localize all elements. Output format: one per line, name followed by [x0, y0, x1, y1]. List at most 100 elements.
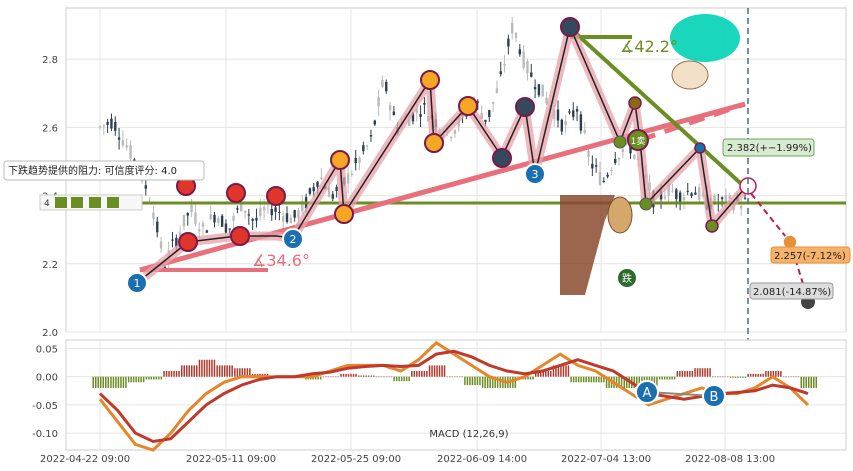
candle-body	[625, 138, 628, 141]
macd-hist-bar	[593, 376, 595, 383]
x-tick: 2022-07-04 13:00	[561, 454, 651, 465]
macd-hist-bar	[451, 376, 453, 378]
sell-1-label: 1卖	[631, 136, 646, 147]
candle-body	[541, 84, 544, 97]
macd-hist-bar	[803, 376, 805, 388]
macd-hist-bar	[137, 376, 140, 383]
marker-b-label: B	[710, 390, 719, 405]
macd-hist-bar	[368, 375, 370, 377]
candle-body	[572, 110, 575, 117]
macd-hist-bar	[808, 376, 810, 388]
candle-body	[377, 97, 380, 107]
macd-hist-bar	[132, 376, 135, 383]
candle-body	[694, 192, 697, 195]
macd-hist-bar	[580, 376, 582, 383]
x-tick: 2022-05-25 09:00	[311, 454, 401, 465]
candle-body	[220, 215, 224, 227]
macd-hist-bar	[385, 376, 388, 378]
macd-hist-bar	[618, 376, 620, 388]
macd-hist-bar	[732, 376, 734, 378]
macd-hist-bar	[512, 376, 514, 388]
macd-hist-bar	[759, 373, 762, 377]
macd-hist-bar	[785, 376, 787, 378]
macd-hist-bar	[163, 371, 165, 377]
macd-hist-bar	[562, 365, 565, 377]
macd-hist-bar	[689, 371, 691, 377]
macd-hist-bar	[145, 376, 148, 380]
macd-hist-bar	[203, 359, 206, 377]
macd-hist-bar	[218, 365, 221, 377]
macd-hist-bar	[102, 376, 104, 388]
candle-body	[606, 174, 609, 177]
candle-body	[110, 118, 113, 129]
macd-hist-bar	[342, 373, 345, 377]
candle-body	[213, 214, 216, 223]
candle-body	[407, 117, 411, 127]
shadow-block	[560, 195, 615, 295]
macd-hist-bar	[405, 376, 408, 382]
candle-body	[423, 102, 426, 105]
candle-body	[171, 239, 174, 241]
macd-hist-bar	[754, 373, 757, 377]
macd-hist-bar	[160, 376, 163, 380]
candle-body	[121, 140, 125, 146]
candle-body	[259, 207, 262, 217]
macd-series-1	[98, 349, 809, 444]
macd-hist-bar	[706, 368, 709, 377]
candle-body	[186, 213, 189, 216]
macd-hist-bar	[312, 376, 314, 380]
macd-hist-bar	[744, 376, 747, 378]
macd-hist-bar	[638, 376, 640, 388]
callout-3: 2.081(-14.87%)	[753, 287, 831, 298]
macd-hist-bar	[423, 371, 426, 377]
dog-icon	[671, 60, 709, 90]
macd-hist-bar	[317, 376, 319, 380]
candle-body	[392, 111, 396, 115]
macd-hist-bar	[249, 368, 251, 377]
score-icon-4	[107, 197, 119, 208]
callout-3-box	[749, 282, 834, 300]
macd-hist-bar	[363, 375, 365, 377]
candle-body	[449, 137, 453, 139]
macd-hist-bar	[780, 371, 782, 377]
macd-hist-bar	[350, 373, 352, 377]
macd-hist-bar	[314, 376, 317, 380]
candle-body	[671, 190, 674, 192]
candle-body	[388, 105, 392, 111]
candle-body	[575, 109, 579, 112]
macd-hist-bar	[777, 371, 780, 377]
downtrend-line	[568, 26, 750, 192]
candle-body	[659, 190, 663, 200]
macd-hist-bar	[671, 376, 673, 380]
macd-hist-bar	[805, 376, 807, 388]
macd-hist-bar	[175, 371, 178, 377]
macd-ytick: -0.10	[32, 429, 58, 440]
macd-hist-bar	[441, 365, 443, 377]
angle-label-1: ∡34.6°	[252, 251, 310, 270]
macd-hist-bar	[694, 368, 696, 377]
macd-hist-bar	[125, 376, 127, 388]
macd-hist-bar	[605, 376, 608, 388]
candle-body	[152, 212, 155, 219]
candle-body	[713, 195, 716, 204]
candle-body	[346, 173, 350, 184]
marker-a-icon	[635, 380, 659, 404]
candle-body	[385, 82, 388, 92]
price-ytick: 2.8	[42, 55, 58, 66]
macd-hist-bar	[757, 373, 759, 377]
macd-hist-bar	[545, 371, 547, 377]
candle-body	[178, 232, 182, 236]
candle-body	[312, 187, 315, 192]
candle-body	[614, 158, 617, 164]
candle-body	[198, 229, 201, 232]
macd-hist-bar	[352, 373, 355, 377]
macd-hist-bar	[115, 376, 117, 388]
macd-hist-bar	[494, 376, 496, 388]
candle-body	[537, 84, 541, 96]
candle-body	[350, 173, 354, 175]
macd-hist-bar	[474, 376, 476, 386]
macd-hist-bar	[454, 376, 456, 378]
resistance-note: 下跌趋势提供的阻力: 可信度评分: 4.0	[8, 164, 177, 177]
score-icon-3	[89, 197, 101, 208]
candle-body	[675, 189, 678, 200]
